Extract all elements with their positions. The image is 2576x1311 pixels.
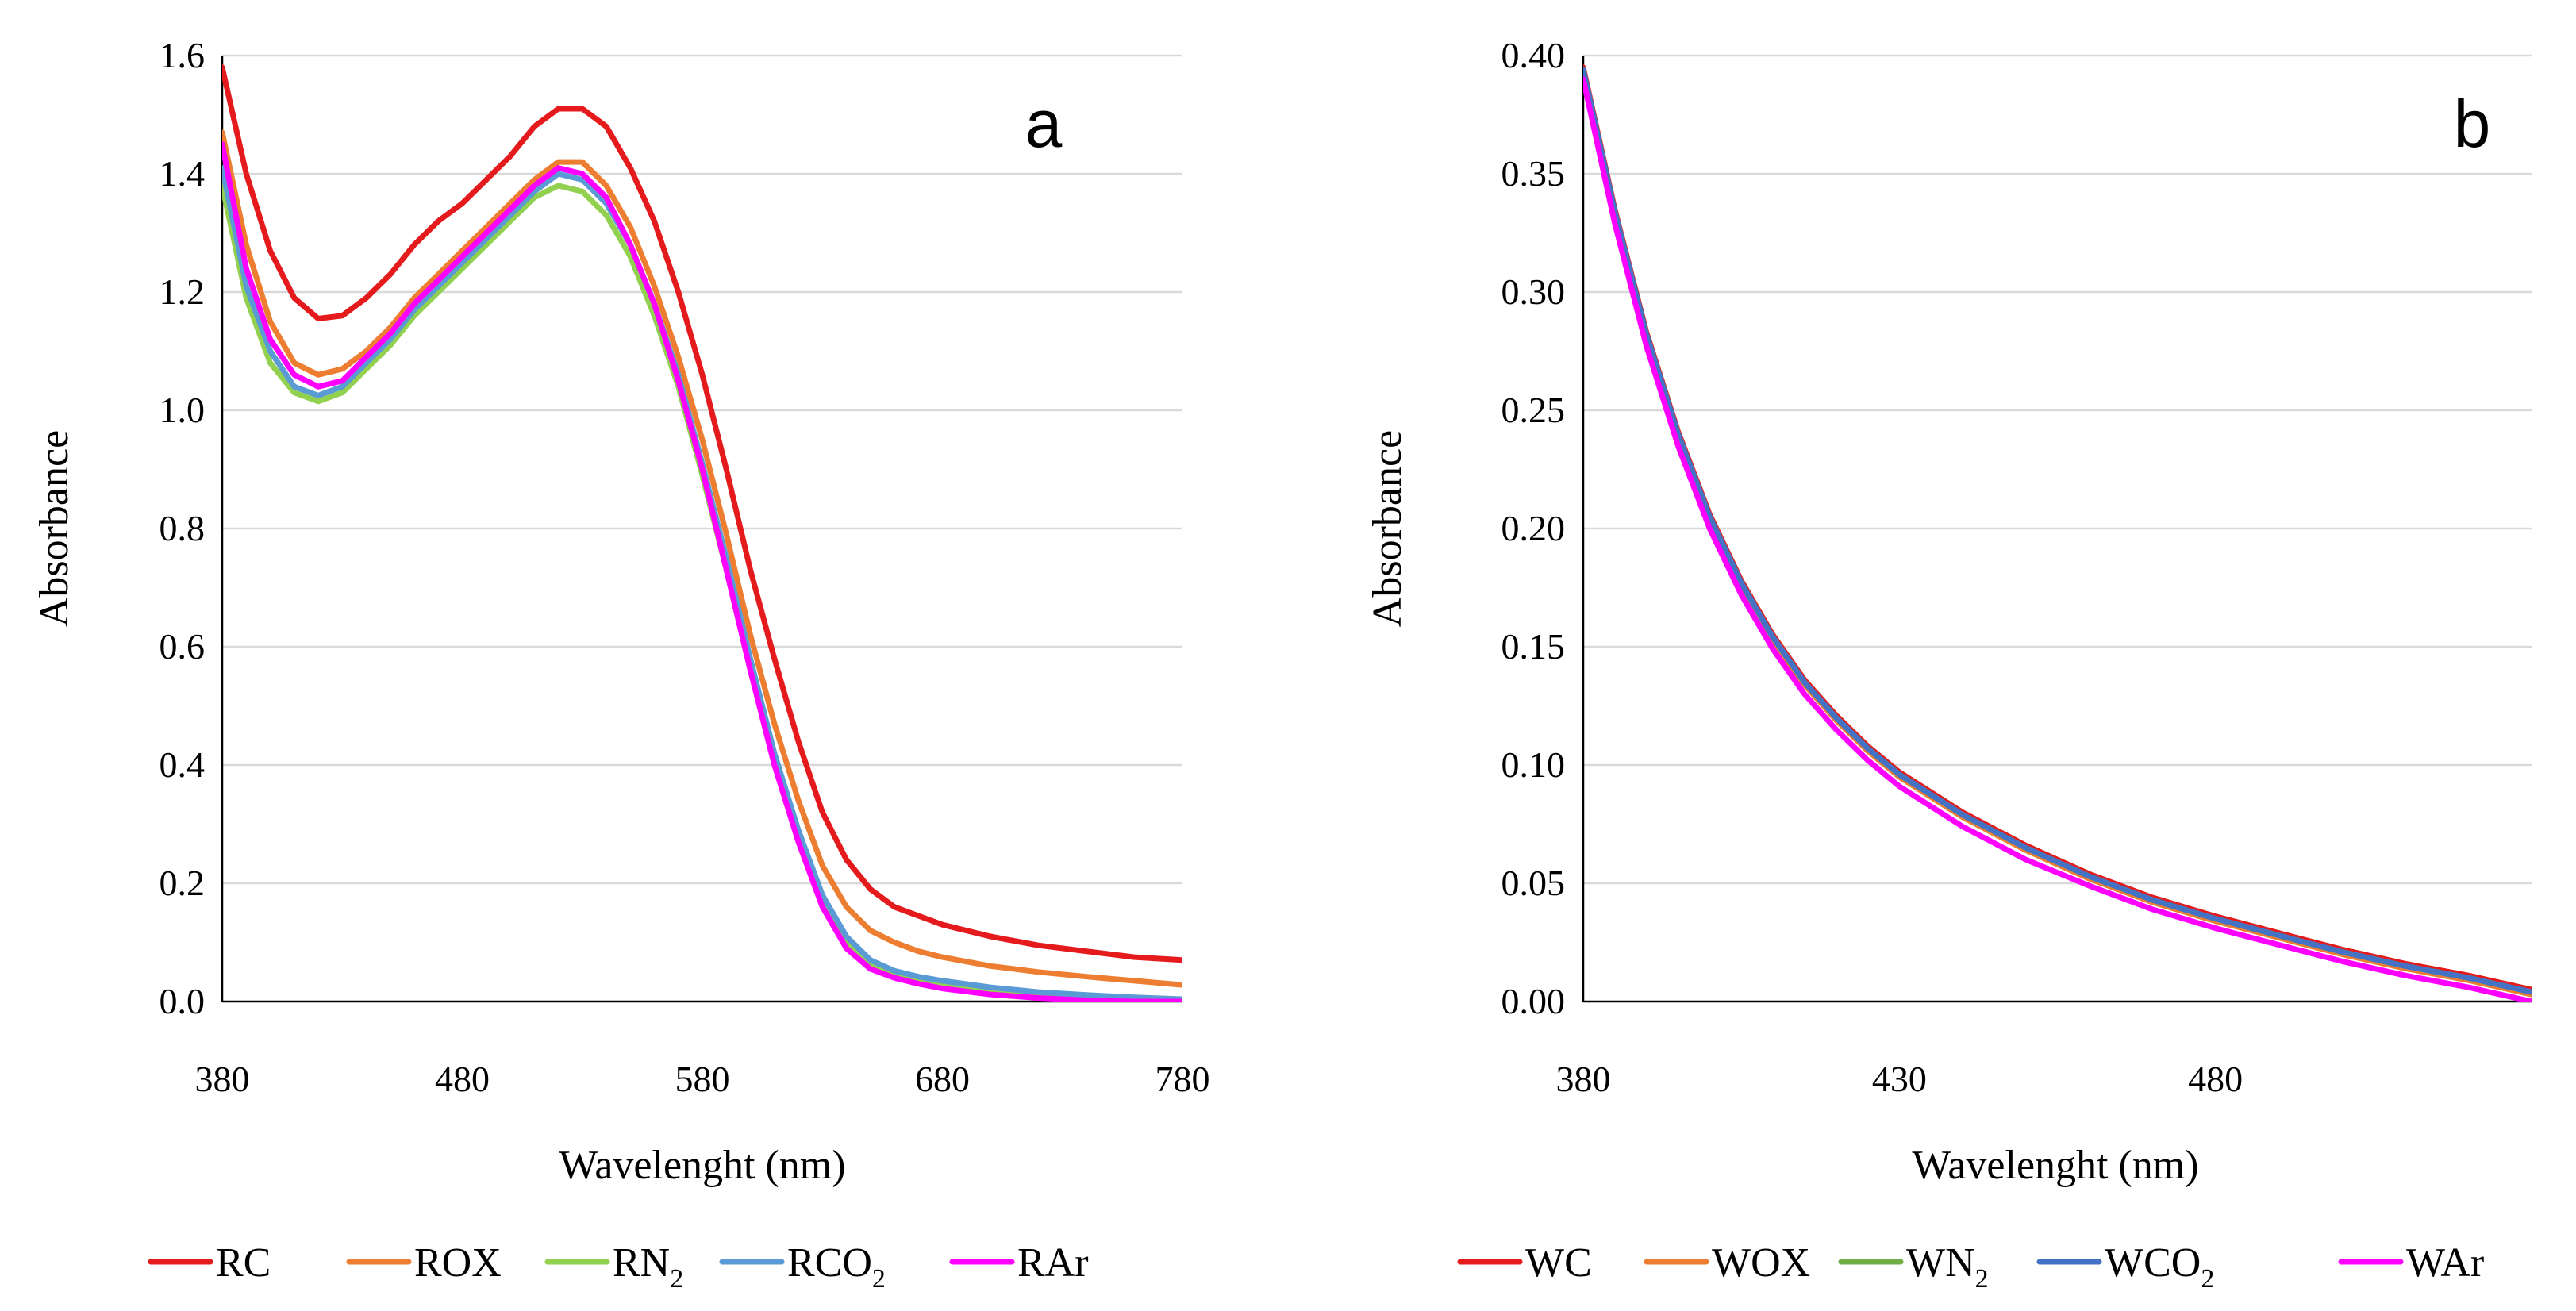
x-tick-label: 680 [915,1059,970,1099]
y-tick-label: 0.25 [1501,390,1566,430]
legend: WC WOX WN2 WCO2 WAr [1457,1240,2484,1294]
y-axis-title: Absorbance [32,430,77,627]
legend-item-war: WAr [2338,1240,2484,1286]
legend-item-wn2: WN2 [1838,1240,1989,1294]
y-tick-label: 1.6 [160,35,206,75]
x-tick-label: 580 [675,1059,730,1099]
x-tick-label: 780 [1155,1059,1210,1099]
legend-item-rn2: RN2 [544,1240,683,1294]
legend-item-rar: RAr [949,1240,1089,1286]
y-tick-label: 0.30 [1501,271,1566,312]
y-tick-label: 0.00 [1501,981,1566,1021]
series-line-wn2 [1583,67,2532,995]
legend-item-rco2: RCO2 [719,1240,886,1294]
y-tick-label: 0.10 [1501,744,1566,785]
series-line-wco2 [1583,67,2532,995]
legend-label: WAr [2406,1240,2484,1286]
legend-label: RN2 [613,1240,683,1294]
legend: RC ROX RN2 RCO2 RAr [148,1240,1089,1294]
legend-label: WOX [1712,1240,1810,1286]
legend-label: RC [216,1240,271,1286]
legend-label: WN2 [1906,1240,1989,1294]
y-tick-label: 0.8 [160,508,206,548]
legend-item-rox: ROX [346,1240,502,1286]
x-tick-label: 380 [195,1059,250,1099]
y-axis-title: Absorbance [1365,430,1410,627]
y-tick-label: 1.4 [160,153,206,194]
x-axis-title: Wavelenght (nm) [559,1143,845,1188]
y-tick-label: 0.35 [1501,153,1566,194]
legend-label: WCO2 [2105,1240,2214,1294]
series-line-rc [222,64,1182,963]
y-tick-label: 0.40 [1501,35,1566,75]
legend-item-rc: RC [148,1240,271,1286]
chart-panel-a: 0.0 0.2 0.4 0.6 0.8 1.0 1.2 1.4 1.6 380 480 580 680 7… [32,35,1210,1294]
y-tick-label: 0.15 [1501,626,1566,667]
legend-label: ROX [414,1240,502,1286]
legend-item-wox: WOX [1644,1240,1810,1286]
y-tick-label: 1.0 [160,390,206,430]
panel-label: a [1025,87,1063,161]
panel-label: b [2454,87,2491,161]
series-line-wox [1583,69,2532,998]
series-line-rn2 [222,183,1182,1002]
x-tick-label: 480 [435,1059,490,1099]
legend-item-wc: WC [1457,1240,1592,1286]
x-axis-title: Wavelenght (nm) [1912,1143,2198,1188]
legend-label: RCO2 [787,1240,886,1294]
x-tick-label: 430 [1872,1059,1927,1099]
legend-label: WC [1525,1240,1592,1286]
y-tick-label: 0.2 [160,863,206,903]
y-tick-label: 0.6 [160,626,206,667]
series-group [1583,64,2532,1002]
series-line-rar [222,141,1182,1002]
y-tick-label: 0.20 [1501,508,1566,548]
legend-item-wco2: WCO2 [2036,1240,2214,1294]
x-tick-label: 380 [1556,1059,1611,1099]
x-tick-label: 480 [2188,1059,2243,1099]
series-line-war [1583,76,2532,1002]
y-tick-label: 0.05 [1501,863,1566,903]
y-tick-label: 1.2 [160,271,206,312]
series-group [222,64,1182,1002]
y-tick-label: 0.0 [160,981,206,1021]
legend-label: RAr [1017,1240,1089,1286]
y-tick-label: 0.4 [160,744,206,785]
series-line-rox [222,129,1182,988]
chart-panel-b: 0.00 0.05 0.10 0.15 0.20 0.25 0.30 0.35 0.40 380 4… [1365,35,2532,1294]
